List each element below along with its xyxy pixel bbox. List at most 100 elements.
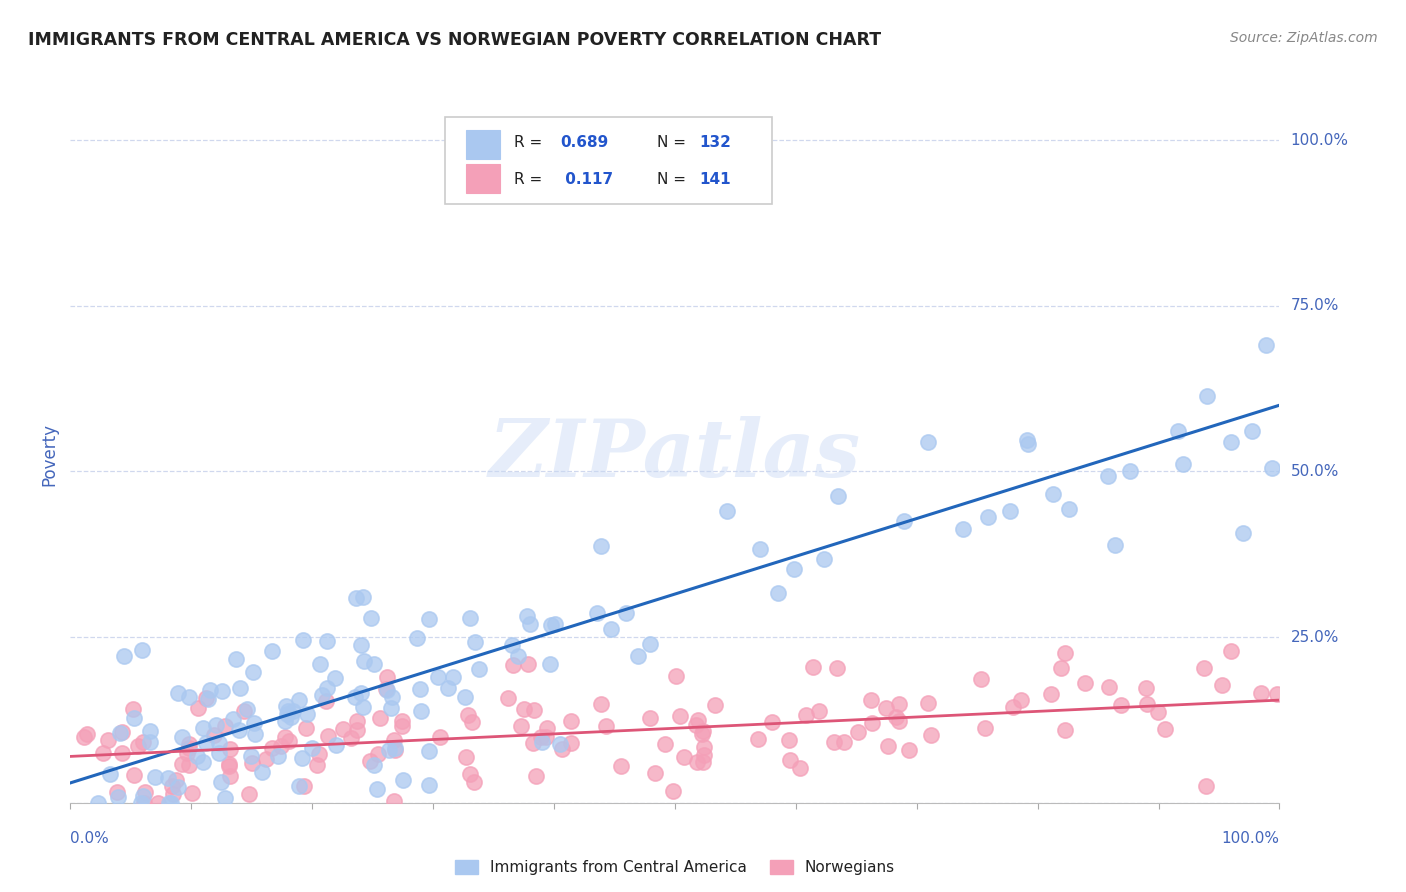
Point [280, 710, 302, 724]
Point [134, 785, 156, 799]
Point [122, 702, 145, 716]
Point [970, 673, 993, 687]
Point [352, 590, 374, 604]
Point [1010, 693, 1032, 707]
Point [381, 690, 404, 704]
Point [208, 736, 231, 750]
Point [540, 617, 562, 632]
Point [195, 691, 218, 706]
Point [288, 779, 311, 793]
Point [801, 660, 824, 674]
Point [627, 649, 650, 664]
Point [544, 616, 567, 631]
Point [1167, 424, 1189, 438]
Point [218, 758, 240, 772]
Point [262, 741, 284, 756]
Point [1000, 504, 1022, 518]
Point [238, 787, 260, 801]
Point [716, 504, 738, 518]
Point [464, 635, 486, 649]
Point [194, 736, 217, 750]
Point [377, 670, 399, 684]
Point [748, 542, 770, 557]
Point [976, 509, 998, 524]
Point [517, 657, 540, 672]
Point [917, 696, 939, 710]
Point [236, 702, 259, 716]
Point [1050, 661, 1073, 675]
Text: R =: R = [515, 172, 543, 186]
Point [534, 730, 557, 744]
Point [456, 750, 478, 764]
Point [160, 780, 183, 794]
Point [747, 732, 769, 747]
Point [779, 754, 801, 768]
Point [179, 737, 201, 751]
Point [316, 681, 339, 696]
Point [917, 434, 939, 449]
Point [506, 649, 529, 664]
Point [1195, 389, 1218, 403]
Point [384, 733, 406, 747]
Point [860, 715, 883, 730]
Point [692, 723, 714, 738]
Point [245, 727, 267, 741]
Point [232, 704, 254, 718]
Point [76, 727, 98, 741]
Point [887, 714, 910, 728]
Point [827, 489, 849, 503]
Point [262, 644, 284, 658]
Point [87, 796, 110, 810]
Point [690, 727, 713, 741]
Point [360, 611, 382, 625]
Point [274, 698, 297, 713]
Point [418, 744, 440, 758]
Point [112, 648, 135, 663]
Point [884, 709, 907, 723]
Point [704, 698, 727, 713]
Point [523, 703, 546, 717]
Point [418, 778, 440, 792]
Text: 25.0%: 25.0% [1291, 630, 1339, 645]
Point [218, 742, 240, 756]
Point [610, 759, 633, 773]
Point [228, 723, 250, 738]
Point [1192, 661, 1215, 675]
Text: 75.0%: 75.0% [1291, 298, 1339, 313]
Point [73, 731, 96, 745]
Point [1147, 705, 1170, 719]
Point [352, 700, 374, 714]
Point [1250, 686, 1272, 700]
Point [366, 781, 388, 796]
Point [391, 719, 413, 733]
Point [291, 751, 314, 765]
Text: 141: 141 [699, 172, 731, 186]
Point [384, 743, 406, 757]
Point [551, 741, 574, 756]
Point [353, 654, 375, 668]
Point [132, 789, 155, 803]
Point [538, 657, 561, 671]
Point [522, 736, 544, 750]
Point [240, 756, 263, 771]
Point [1109, 698, 1132, 712]
Point [311, 688, 333, 702]
Point [391, 714, 413, 728]
Point [368, 711, 391, 725]
Text: 0.117: 0.117 [560, 172, 613, 186]
Point [823, 735, 845, 749]
Point [673, 749, 696, 764]
Text: IMMIGRANTS FROM CENTRAL AMERICA VS NORWEGIAN POVERTY CORRELATION CHART: IMMIGRANTS FROM CENTRAL AMERICA VS NORWE… [28, 31, 882, 49]
Point [560, 736, 582, 750]
Point [1265, 687, 1288, 701]
Point [530, 730, 553, 744]
Point [460, 611, 482, 625]
Point [323, 671, 346, 685]
Point [693, 740, 716, 755]
Point [242, 665, 264, 680]
Point [346, 723, 368, 737]
Point [127, 739, 149, 754]
Point [198, 683, 221, 698]
Point [276, 706, 298, 721]
Point [177, 690, 200, 704]
